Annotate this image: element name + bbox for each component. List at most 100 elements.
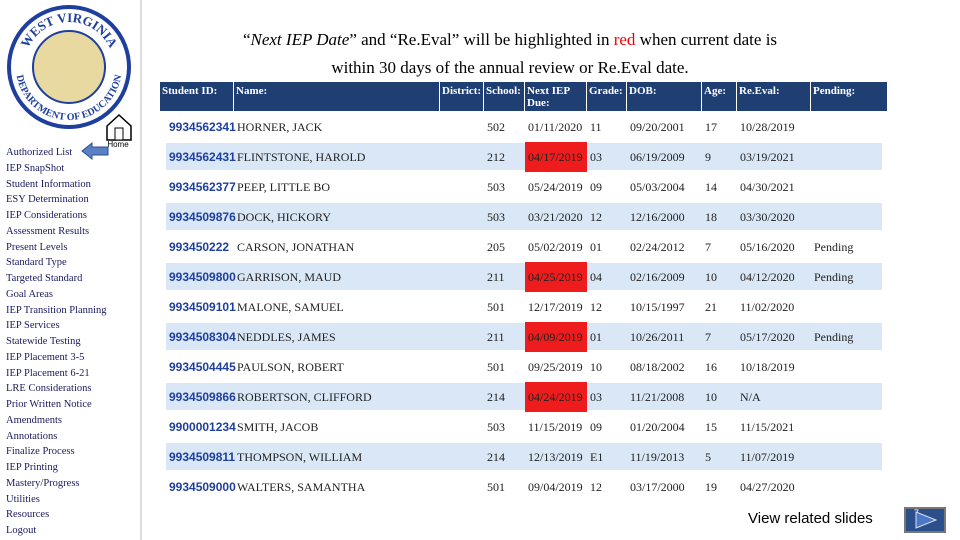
cell: Pending — [814, 330, 854, 344]
column-header: School: — [484, 82, 525, 111]
student-id[interactable]: 9934509866 — [169, 390, 236, 404]
menu-item[interactable]: Present Levels — [6, 241, 68, 253]
menu-item[interactable]: Student Information — [6, 178, 91, 190]
menu-item[interactable]: IEP SnapShot — [6, 162, 65, 174]
student-id[interactable]: 9934509101 — [169, 300, 236, 314]
column-header: Re.Eval: — [737, 82, 811, 111]
cell: 11/19/2013 — [630, 450, 685, 464]
related-link[interactable]: View related slides — [748, 510, 873, 527]
title-part: when current date is within 30 days of t… — [331, 30, 778, 77]
cell: 211 — [487, 270, 505, 284]
menu-item[interactable]: Resources — [6, 509, 50, 521]
column-header: Age: — [702, 82, 737, 111]
student-id[interactable]: 9934562377 — [169, 180, 236, 194]
cell: 10/18/2019 — [740, 360, 795, 374]
row-bg — [166, 323, 882, 350]
cell: 214 — [487, 450, 505, 464]
cell: 7 — [705, 240, 711, 254]
cell: 11/21/2008 — [630, 390, 685, 404]
menu-item[interactable]: Amendments — [6, 414, 62, 426]
menu-item[interactable]: IEP Placement 6-21 — [6, 367, 90, 379]
cell: GARRISON, MAUD — [237, 270, 342, 284]
menu-item[interactable]: Finalize Process — [6, 446, 75, 458]
menu-item[interactable]: Prior Written Notice — [6, 399, 92, 410]
cell: 205 — [487, 240, 505, 254]
column-header: Student ID: — [160, 82, 234, 111]
cell: 10 — [705, 270, 717, 284]
menu-item[interactable]: Mastery/Progress — [6, 477, 80, 489]
menu-item[interactable]: IEP Services — [6, 320, 60, 332]
cell: 10 — [705, 390, 717, 404]
cell: 16 — [705, 360, 717, 374]
cell: 501 — [487, 360, 505, 374]
menu-item[interactable]: IEP Printing — [6, 462, 58, 473]
cell: 503 — [487, 180, 505, 194]
menu-item[interactable]: Statewide Testing — [6, 336, 81, 347]
student-id[interactable]: 9934509800 — [169, 270, 236, 284]
student-id[interactable]: 9900001234 — [169, 420, 236, 434]
cell: 09/04/2019 — [528, 480, 583, 494]
cell: 09/25/2019 — [528, 360, 583, 374]
student-id[interactable]: 9934562341 — [169, 120, 236, 134]
cell: WALTERS, SAMANTHA — [237, 480, 366, 494]
student-id[interactable]: 9934509811 — [169, 450, 236, 464]
cell: 04/12/2020 — [740, 270, 795, 284]
cell: 211 — [487, 330, 505, 344]
menu-item[interactable]: Goal Areas — [6, 288, 53, 300]
cell: 04/24/2019 — [525, 382, 587, 412]
cell: 11/15/2019 — [528, 420, 583, 434]
student-id[interactable]: 9934509876 — [169, 210, 236, 224]
cell: 502 — [487, 120, 505, 134]
cell: ROBERTSON, CLIFFORD — [237, 390, 372, 404]
cell: 9 — [705, 150, 711, 164]
student-id[interactable]: 9934504445 — [169, 360, 236, 374]
menu-item[interactable]: Assessment Results — [6, 225, 90, 237]
cell: 04/27/2020 — [740, 480, 795, 494]
student-id[interactable]: 993450222 — [169, 240, 230, 254]
menu-item[interactable]: IEP Transition Planning — [6, 304, 107, 316]
cell: THOMPSON, WILLIAM — [237, 450, 363, 464]
menu-item[interactable]: ESY Determination — [6, 194, 89, 206]
row-bg — [166, 203, 882, 230]
home-icon[interactable]: Home — [104, 112, 134, 148]
cell: 04 — [590, 270, 602, 284]
cell: 10/26/2011 — [630, 330, 685, 344]
menu-item[interactable]: Logout — [6, 525, 37, 536]
cell: 03 — [590, 390, 602, 404]
row-bg — [166, 443, 882, 470]
cell: 501 — [487, 300, 505, 314]
seal-center — [32, 30, 106, 104]
cell: 05/02/2019 — [528, 240, 583, 254]
row-bg — [166, 263, 882, 290]
student-id[interactable]: 9934509000 — [169, 480, 236, 494]
cell: 02/16/2009 — [630, 270, 685, 284]
menu-item[interactable]: IEP Placement 3-5 — [6, 351, 85, 363]
menu-item[interactable]: LRE Considerations — [6, 383, 92, 395]
menu-item[interactable]: Standard Type — [6, 257, 67, 269]
cell: 05/17/2020 — [740, 330, 795, 344]
cell: 09/20/2001 — [630, 120, 685, 134]
next-button[interactable]: 7 — [904, 507, 946, 533]
student-id[interactable]: 9934508304 — [169, 330, 236, 344]
student-id[interactable]: 9934562431 — [169, 150, 236, 164]
cell: 14 — [705, 180, 717, 194]
cell: PAULSON, ROBERT — [237, 360, 344, 374]
menu-item[interactable]: Utilities — [6, 493, 40, 505]
menu-item[interactable]: Authorized List — [6, 147, 73, 158]
cell: 08/18/2002 — [630, 360, 685, 374]
menu-item[interactable]: IEP Considerations — [6, 210, 87, 221]
cell: E1 — [590, 450, 604, 464]
menu-item[interactable]: Targeted Standard — [6, 273, 83, 284]
cell: 03/17/2000 — [630, 480, 685, 494]
menu-item[interactable]: Annotations — [6, 430, 58, 442]
cell: NEDDLES, JAMES — [237, 330, 336, 344]
row-bg — [166, 383, 882, 410]
cell: 501 — [487, 480, 505, 494]
cell: Pending — [814, 240, 854, 254]
cell: 12/17/2019 — [528, 300, 583, 314]
cell: MALONE, SAMUEL — [237, 300, 344, 314]
cell: 04/25/2019 — [525, 262, 587, 292]
cell: 03 — [590, 150, 602, 164]
cell: 503 — [487, 420, 505, 434]
cell: HORNER, JACK — [237, 120, 323, 134]
